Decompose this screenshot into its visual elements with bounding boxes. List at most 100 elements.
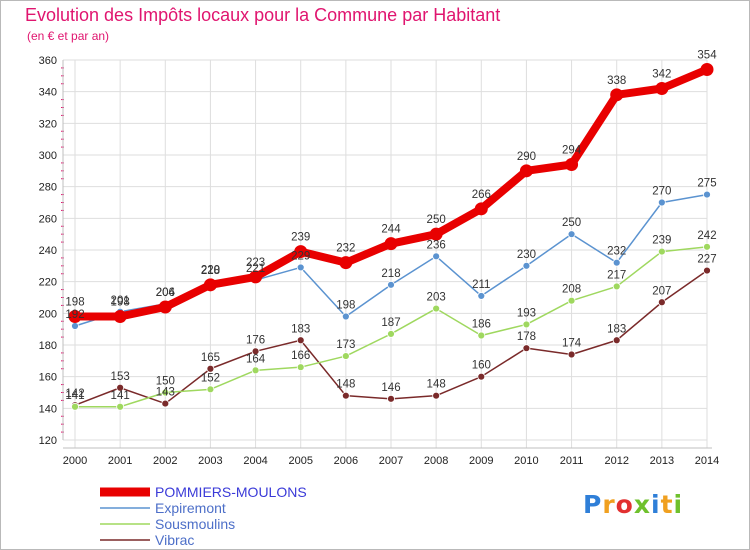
data-point-vibrac-2010 [522,344,531,353]
data-label-vibrac-2006: 148 [336,379,355,391]
y-tick-label-220: 220 [39,277,57,289]
data-label-pommiers-moulons-2004: 223 [246,257,265,269]
data-point-sousmoulins-2003 [206,385,215,394]
data-point-expiremont-2011 [567,230,576,239]
y-tick-label-260: 260 [39,213,57,225]
x-tick-label-2009: 2009 [469,455,493,467]
data-label-pommiers-moulons-2014: 354 [697,50,717,62]
y-tick-label-120: 120 [39,435,57,447]
data-label-vibrac-2013: 207 [652,285,671,297]
data-label-sousmoulins-2014: 242 [697,230,716,242]
data-label-pommiers-moulons-2010: 290 [517,151,536,163]
data-label-vibrac-2009: 160 [472,360,491,372]
data-point-sousmoulins-2013 [657,247,666,256]
data-point-sousmoulins-2005 [296,363,305,372]
data-point-vibrac-2003 [206,364,215,373]
data-label-vibrac-2003: 165 [201,352,220,364]
data-point-pommiers-moulons-2006 [339,256,353,270]
data-point-sousmoulins-2008 [432,304,441,313]
data-label-pommiers-moulons-2001: 198 [111,297,130,309]
data-point-sousmoulins-2014 [703,242,711,251]
y-tick-label-200: 200 [39,308,57,320]
data-label-expiremont-2004: 221 [246,263,265,275]
x-tick-label-2014: 2014 [695,455,719,467]
legend-label-expiremont: Expiremont [155,500,226,516]
data-point-vibrac-2007 [387,394,395,403]
data-point-sousmoulins-2012 [612,282,621,291]
data-point-sousmoulins-2004 [251,366,260,375]
data-point-pommiers-moulons-2008 [429,227,443,241]
data-label-expiremont-2001: 201 [111,295,130,307]
data-point-vibrac-2008 [432,391,441,400]
data-label-sousmoulins-2006: 173 [336,339,355,351]
x-tick-label-2007: 2007 [379,455,403,467]
x-tick-label-2003: 2003 [198,455,222,467]
data-label-sousmoulins-2001: 141 [111,390,130,402]
data-point-pommiers-moulons-2007 [384,237,398,251]
legend-label-pommiers-moulons: POMMIERS-MOULONS [155,484,307,500]
data-label-sousmoulins-2007: 187 [381,317,400,329]
x-tick-label-2004: 2004 [243,455,267,467]
logo-letter: x [633,490,651,519]
logo-letter: i [651,490,661,519]
data-point-sousmoulins-2001 [116,402,125,411]
x-tick-label-2001: 2001 [108,455,132,467]
legend-label-sousmoulins: Sousmoulins [155,516,235,532]
y-tick-label-140: 140 [39,403,57,415]
data-point-expiremont-2005 [296,263,305,272]
data-label-sousmoulins-2008: 203 [427,292,446,304]
data-label-pommiers-moulons-2002: 204 [156,287,176,299]
data-labels: 142 153 143 165 176 183 148 146 148 160 178 174 183 2… [65,50,717,402]
data-label-vibrac-2007: 146 [381,382,400,394]
logo-letter: r [602,490,616,519]
x-tick-label-2006: 2006 [334,455,358,467]
data-point-vibrac-2002 [161,399,170,408]
data-label-expiremont-2014: 275 [697,178,716,190]
data-label-vibrac-2010: 178 [517,331,536,343]
x-tick-label-2005: 2005 [288,455,312,467]
data-point-vibrac-2014 [703,266,711,275]
data-point-expiremont-2009 [477,292,486,300]
data-point-vibrac-2013 [657,298,666,307]
data-point-sousmoulins-2011 [567,296,576,305]
data-point-expiremont-2007 [387,280,395,289]
proxiti-logo: Proxiti [583,490,683,519]
data-label-sousmoulins-2003: 152 [201,372,220,384]
data-point-pommiers-moulons-2000 [68,310,82,323]
data-point-pommiers-moulons-2010 [519,164,533,178]
data-label-expiremont-2003: 220 [201,265,220,277]
data-label-expiremont-2005: 229 [291,250,310,262]
x-tick-label-2002: 2002 [153,455,177,467]
data-point-sousmoulins-2000 [71,402,79,411]
data-point-pommiers-moulons-2002 [158,300,172,314]
data-label-pommiers-moulons-2012: 338 [607,75,626,87]
data-point-vibrac-2004 [251,347,260,356]
data-label-vibrac-2005: 183 [291,323,310,335]
data-label-vibrac-2000: 142 [65,388,84,400]
data-point-pommiers-moulons-2001 [113,310,127,323]
legend-label-vibrac: Vibrac [155,532,194,548]
y-tick-label-300: 300 [39,150,57,162]
data-point-vibrac-2001 [116,383,125,392]
y-tick-label-280: 280 [39,182,57,194]
data-label-sousmoulins-2004: 164 [246,353,266,365]
y-tick-label-320: 320 [39,118,57,130]
x-tick-label-2008: 2008 [424,455,448,467]
data-label-expiremont-2000: 192 [65,309,84,321]
data-point-expiremont-2006 [341,312,350,321]
data-label-sousmoulins-2013: 239 [652,235,671,247]
data-label-sousmoulins-2000: 141 [65,390,84,402]
data-point-expiremont-2012 [612,258,621,267]
x-tick-label-2011: 2011 [560,455,584,467]
data-label-vibrac-2004: 176 [246,334,265,346]
x-tick-label-2000: 2000 [63,455,87,467]
data-label-pommiers-moulons-2006: 232 [336,243,355,255]
data-label-sousmoulins-2011: 208 [562,284,581,296]
data-point-vibrac-2011 [567,350,576,359]
data-point-expiremont-2010 [522,261,531,270]
data-label-expiremont-2011: 250 [562,217,581,229]
data-point-vibrac-2009 [477,372,486,381]
data-point-pommiers-moulons-2012 [610,88,624,102]
data-point-sousmoulins-2007 [387,330,395,338]
